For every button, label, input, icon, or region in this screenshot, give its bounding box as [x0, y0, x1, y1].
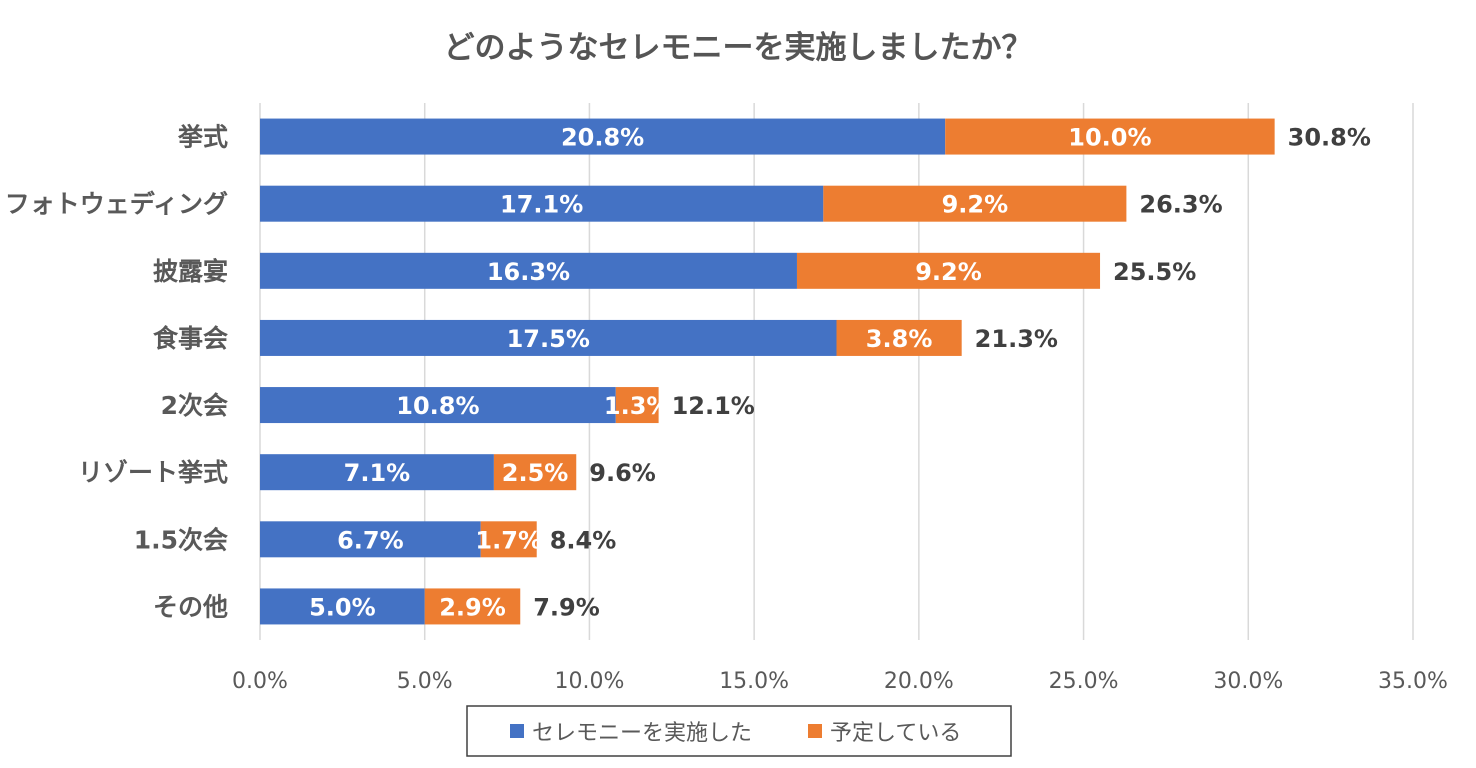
data-label: 20.8% — [561, 124, 644, 152]
bar-planned — [796, 252, 1101, 289]
total-label: 12.1% — [672, 392, 755, 420]
data-label: 1.3% — [604, 392, 671, 420]
bar-implemented — [260, 185, 824, 222]
total-label: 8.4% — [550, 526, 617, 554]
category-label: 食事会 — [153, 324, 228, 353]
bar-implemented — [260, 454, 494, 491]
bars — [260, 118, 1275, 625]
x-tick-label: 35.0% — [1378, 669, 1448, 694]
total-label: 26.3% — [1139, 191, 1222, 219]
bar-implemented — [260, 319, 837, 356]
legend-swatch-planned — [808, 724, 822, 738]
total-label: 9.6% — [589, 459, 656, 487]
category-label: リゾート挙式 — [78, 458, 228, 487]
data-label: 16.3% — [487, 258, 570, 286]
bar-planned — [480, 521, 537, 558]
category-label: 1.5次会 — [134, 525, 228, 554]
x-tick-label: 0.0% — [232, 669, 288, 694]
data-label: 1.7% — [475, 526, 542, 554]
bar-planned — [836, 319, 962, 356]
data-label: 6.7% — [337, 526, 404, 554]
x-tick-label: 30.0% — [1213, 669, 1283, 694]
x-tick-label: 5.0% — [397, 669, 453, 694]
category-label: 披露宴 — [153, 257, 228, 286]
legend-label-implemented: セレモニーを実施した — [532, 721, 752, 746]
data-label: 2.5% — [502, 459, 569, 487]
total-label: 25.5% — [1113, 258, 1196, 286]
bar-planned — [615, 387, 659, 424]
bar-planned — [945, 118, 1275, 155]
total-label: 30.8% — [1288, 124, 1371, 152]
category-label: その他 — [153, 592, 228, 621]
bar-implemented — [260, 387, 616, 424]
data-label: 17.1% — [500, 191, 583, 219]
data-label: 5.0% — [309, 593, 376, 621]
data-label: 7.1% — [344, 459, 411, 487]
category-label: 挙式 — [177, 123, 228, 152]
legend-label-planned: 予定している — [830, 721, 961, 746]
total-label: 7.9% — [533, 593, 600, 621]
category-label: 2次会 — [161, 391, 228, 420]
data-labels: 20.8% 10.0% 30.8% 17.1% 9.2% 26.3% 16.3% 9.2% 25… — [309, 124, 1371, 622]
bar-planned — [424, 588, 521, 625]
data-label: 3.8% — [866, 325, 933, 353]
bar-planned — [823, 185, 1127, 222]
data-label: 17.5% — [507, 325, 590, 353]
grid-lines — [259, 103, 1414, 640]
bar-planned — [493, 454, 577, 491]
data-label: 10.0% — [1068, 124, 1151, 152]
bar-implemented — [260, 118, 946, 155]
data-label: 9.2% — [915, 258, 982, 286]
x-tick-label: 20.0% — [884, 669, 954, 694]
bar-implemented — [260, 252, 797, 289]
data-label: 9.2% — [942, 191, 1009, 219]
x-axis-ticks: 0.0% 5.0% 10.0% 15.0% 20.0% 25.0% 30.0% 35.0% — [232, 669, 1448, 694]
bar-implemented — [260, 588, 425, 625]
legend-box — [466, 705, 1012, 757]
category-label: フォトウェディング — [5, 190, 228, 219]
legend-swatch-implemented — [510, 724, 524, 738]
total-label: 21.3% — [975, 325, 1058, 353]
chart-title: どのようなセレモニーを実施しましたか？ — [444, 30, 1033, 66]
data-label: 2.9% — [439, 593, 506, 621]
bar-implemented — [260, 521, 481, 558]
x-tick-label: 10.0% — [554, 669, 624, 694]
x-tick-label: 15.0% — [719, 669, 789, 694]
data-label: 10.8% — [396, 392, 479, 420]
x-tick-label: 25.0% — [1049, 669, 1119, 694]
legend: セレモニーを実施した 予定している — [466, 705, 1012, 757]
